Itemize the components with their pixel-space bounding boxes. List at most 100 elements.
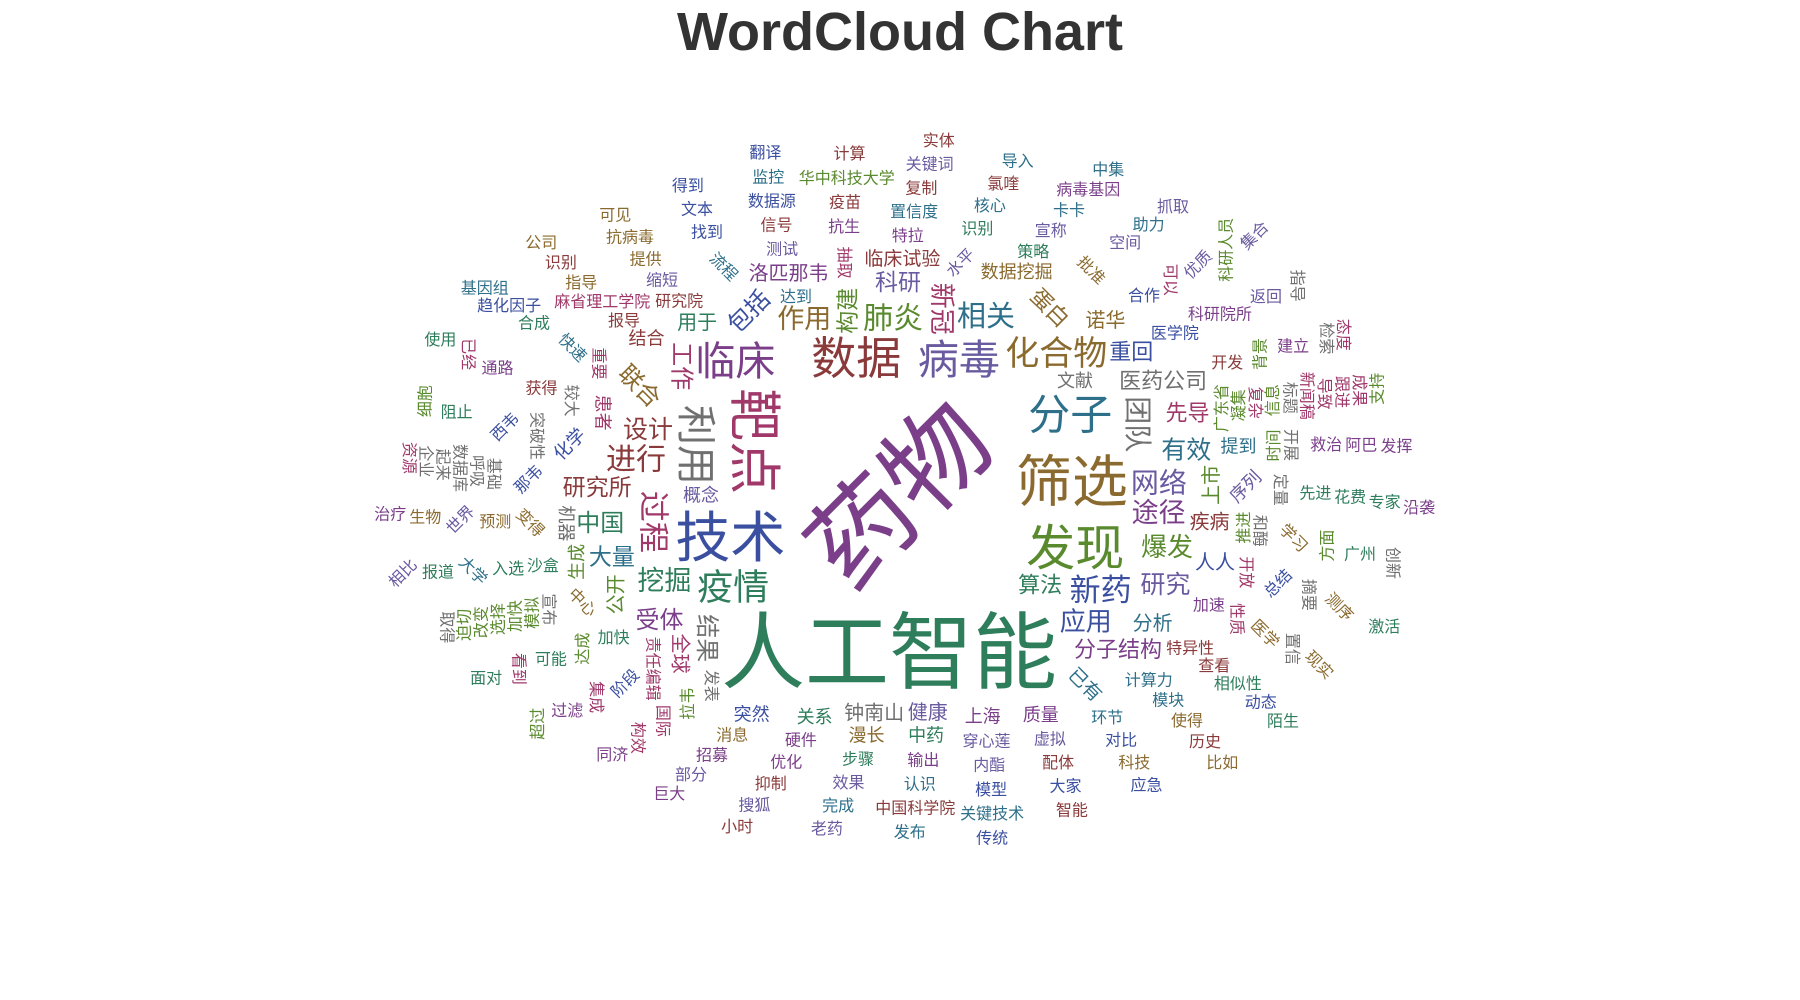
word-信息: 信息 bbox=[1263, 384, 1282, 416]
word-过程: 过程 bbox=[634, 491, 670, 553]
word-和酶: 和酶 bbox=[1251, 515, 1270, 547]
word-公司: 公司 bbox=[525, 233, 557, 252]
word-历史: 历史 bbox=[1189, 732, 1221, 751]
word-测试: 测试 bbox=[766, 240, 798, 259]
word-学习: 学习 bbox=[1276, 520, 1312, 556]
word-责任编辑: 责任编辑 bbox=[644, 637, 663, 701]
word-作用: 作用 bbox=[777, 304, 831, 335]
word-成果: 成果 bbox=[1350, 374, 1369, 406]
word-部分: 部分 bbox=[675, 765, 707, 784]
word-推进: 推进 bbox=[1234, 511, 1253, 543]
word-识别: 识别 bbox=[961, 219, 993, 238]
word-陌生: 陌生 bbox=[1267, 711, 1299, 730]
word-翻译: 翻译 bbox=[749, 143, 781, 162]
word-跟进: 跟进 bbox=[1332, 376, 1351, 408]
word-招募: 招募 bbox=[696, 745, 728, 764]
word-识别: 识别 bbox=[545, 253, 577, 272]
word-基因组: 基因组 bbox=[461, 278, 509, 297]
word-中集: 中集 bbox=[1092, 160, 1124, 179]
word-病毒: 病毒 bbox=[918, 336, 1000, 384]
word-抑制: 抑制 bbox=[755, 774, 787, 793]
word-中药: 中药 bbox=[908, 725, 944, 746]
word-检索: 检索 bbox=[1317, 322, 1336, 354]
word-人工智能: 人工智能 bbox=[721, 604, 1057, 702]
word-相比: 相比 bbox=[385, 555, 421, 591]
word-预测: 预测 bbox=[479, 512, 511, 531]
word-机器: 机器 bbox=[555, 505, 576, 541]
word-企业: 企业 bbox=[417, 445, 436, 477]
word-肺炎: 肺炎 bbox=[863, 302, 923, 337]
word-核心: 核心 bbox=[974, 196, 1006, 215]
word-数据库: 数据库 bbox=[451, 444, 470, 492]
word-质量: 质量 bbox=[1023, 705, 1059, 726]
word-途径: 途径 bbox=[1132, 498, 1186, 529]
word-结合: 结合 bbox=[628, 329, 664, 350]
word-提供: 提供 bbox=[630, 249, 662, 268]
word-新药: 新药 bbox=[1070, 573, 1132, 609]
word-支持: 支持 bbox=[1367, 373, 1386, 405]
word-时间: 时间 bbox=[1264, 429, 1283, 461]
word-世界: 世界 bbox=[442, 502, 478, 538]
word-置信: 置信 bbox=[1283, 633, 1302, 665]
word-缩短: 缩短 bbox=[646, 271, 678, 290]
word-内酯: 内酯 bbox=[973, 756, 1005, 775]
word-指导: 指导 bbox=[1288, 270, 1307, 302]
word-健康: 健康 bbox=[908, 700, 948, 724]
word-优化: 优化 bbox=[770, 752, 802, 771]
word-发表: 发表 bbox=[702, 670, 721, 702]
word-步骤: 步骤 bbox=[842, 750, 874, 769]
word-达到: 达到 bbox=[780, 287, 812, 306]
word-拉韦: 拉韦 bbox=[678, 688, 697, 720]
word-计算力: 计算力 bbox=[1125, 670, 1173, 689]
word-加快: 加快 bbox=[598, 628, 630, 647]
word-抓取: 抓取 bbox=[1157, 197, 1189, 216]
word-构效: 构效 bbox=[629, 722, 648, 754]
word-智能: 智能 bbox=[1056, 800, 1088, 819]
word-现实: 现实 bbox=[1301, 647, 1337, 683]
word-动态: 动态 bbox=[1245, 693, 1277, 712]
word-科技: 科技 bbox=[1118, 753, 1150, 772]
word-相似性: 相似性 bbox=[1214, 674, 1262, 693]
word-钟南山: 钟南山 bbox=[844, 700, 904, 724]
word-细胞: 细胞 bbox=[416, 385, 435, 417]
word-快速: 快速 bbox=[554, 330, 590, 366]
word-数据源: 数据源 bbox=[748, 192, 796, 211]
word-分子结构: 分子结构 bbox=[1074, 638, 1162, 663]
word-找到: 找到 bbox=[691, 223, 723, 242]
word-先导: 先导 bbox=[1166, 402, 1210, 427]
word-有效: 有效 bbox=[1161, 435, 1211, 464]
word-科研: 科研 bbox=[875, 270, 921, 296]
word-迫切: 迫切 bbox=[454, 609, 473, 641]
word-比如: 比如 bbox=[1206, 753, 1238, 772]
word-使得: 使得 bbox=[1171, 711, 1203, 730]
word-激活: 激活 bbox=[1368, 617, 1400, 636]
word-达成: 达成 bbox=[573, 633, 592, 665]
word-已经: 已经 bbox=[459, 338, 478, 370]
word-宣称: 宣称 bbox=[1035, 221, 1067, 240]
word-公开: 公开 bbox=[603, 574, 627, 614]
word-环节: 环节 bbox=[1091, 708, 1123, 727]
word-选择: 选择 bbox=[489, 603, 508, 635]
word-利用: 利用 bbox=[672, 405, 718, 485]
word-氯喹: 氯喹 bbox=[987, 174, 1019, 193]
word-空间: 空间 bbox=[1109, 233, 1141, 252]
word-医学院: 医学院 bbox=[1151, 324, 1199, 343]
word-抗病毒: 抗病毒 bbox=[606, 228, 654, 247]
word-开展: 开展 bbox=[1281, 429, 1300, 461]
word-概念: 概念 bbox=[683, 484, 719, 506]
word-工作: 工作 bbox=[667, 342, 695, 390]
word-相关: 相关 bbox=[957, 299, 1015, 333]
word-新闻稿: 新闻稿 bbox=[1298, 372, 1317, 420]
word-疫情: 疫情 bbox=[697, 567, 769, 608]
word-筛选: 筛选 bbox=[1016, 450, 1128, 515]
word-实体: 实体 bbox=[923, 131, 955, 150]
word-通路: 通路 bbox=[481, 359, 513, 378]
word-创新: 创新 bbox=[1383, 547, 1402, 579]
word-模型: 模型 bbox=[975, 780, 1007, 799]
word-上市: 上市 bbox=[1199, 465, 1223, 505]
word-那韦: 那韦 bbox=[510, 461, 546, 497]
word-可以: 可以 bbox=[1161, 264, 1180, 296]
word-受体: 受体 bbox=[635, 606, 683, 634]
word-突然: 突然 bbox=[734, 704, 770, 725]
